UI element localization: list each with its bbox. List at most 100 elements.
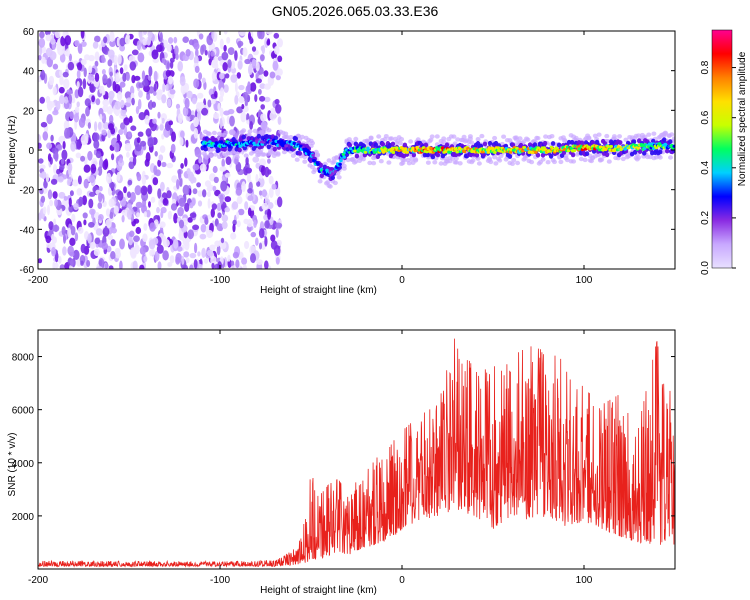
halo-cell [470,158,476,163]
noise-cell [62,71,69,78]
noise-cell [257,31,263,39]
noise-cell [179,137,184,146]
noise-cell [147,184,152,194]
noise-cell [76,101,80,108]
halo-cell [501,134,507,139]
noise-cell [264,83,271,90]
noise-cell [221,241,227,250]
halo-cell [432,160,438,165]
noise-cell [240,111,247,123]
spectrogram-x-axis-label: Height of straight line (km) [260,285,377,296]
noise-cell [142,233,148,242]
ridge-cell [353,149,357,153]
noise-cell [51,246,56,257]
noise-cell [197,251,201,257]
noise-cell [110,239,116,247]
colorbar-gradient [711,29,733,269]
noise-cell [182,184,190,196]
noise-cell [154,151,158,157]
halo-cell [408,139,414,144]
halo-cell [545,160,551,165]
noise-cell [161,117,165,124]
halo-cell [657,155,663,160]
noise-cell [264,166,270,178]
ridge-cell [280,139,284,144]
halo-cell [617,134,622,139]
noise-cell [46,142,53,150]
noise-cell [242,91,249,99]
noise-cell [184,157,188,167]
noise-cell [152,177,159,186]
noise-cell [58,255,62,264]
halo-cell [488,159,494,165]
halo-cell [204,155,210,160]
noise-cell [159,124,164,131]
noise-cell [210,208,215,218]
noise-cell [224,207,230,213]
noise-cell [210,51,215,57]
noise-cell [83,164,91,173]
noise-cell [88,73,94,81]
noise-cell [251,58,257,69]
noise-cell [226,36,231,44]
noise-cell [234,50,238,61]
noise-cell [134,75,141,81]
snr-frame [37,329,676,570]
noise-cell [161,133,165,140]
noise-cell [245,156,249,166]
x-tick-label: 0 [399,575,405,586]
noise-cell [84,98,91,107]
noise-cell [249,82,257,92]
noise-cell [38,37,46,48]
noise-cell [178,197,186,207]
noise-cell [117,190,124,201]
noise-cell [242,264,247,269]
noise-cell [275,257,280,265]
noise-cell [59,69,63,77]
band-cell [272,146,277,152]
noise-cell [221,214,229,222]
noise-cell [143,223,148,231]
colorbar-tick-label: 0.6 [700,110,711,124]
noise-cell [168,37,174,44]
noise-cell [230,74,238,83]
band-cell [203,146,208,152]
halo-cell [266,128,272,133]
noise-cell [47,189,53,200]
noise-cell [106,78,112,88]
noise-cell [267,208,272,220]
band-cell [662,137,667,143]
noise-cell [64,96,69,104]
noise-cell [139,246,146,255]
halo-cell [331,159,337,164]
noise-cell [206,34,214,46]
halo-cell [582,157,588,163]
noise-cell [120,122,125,130]
noise-cell [76,140,82,150]
noise-cell [201,107,209,116]
noise-cell [153,70,158,82]
noise-cell [61,226,66,236]
band-cell [474,152,480,158]
noise-cell [183,251,190,258]
noise-cell [230,232,237,240]
ridge-cell [455,150,460,154]
noise-cell [57,45,64,56]
noise-cell [129,61,137,71]
halo-cell [438,161,444,166]
noise-cell [76,81,80,89]
band-cell [354,153,360,159]
noise-cell [92,41,99,49]
halo-cell [578,156,584,162]
noise-cell [119,44,125,52]
halo-cell [241,128,247,133]
noise-cell [49,199,54,207]
noise-cell [194,149,202,158]
y-tick-label: 2000 [12,512,35,523]
noise-cell [87,122,91,129]
noise-cell [109,40,116,47]
noise-cell [246,219,253,228]
noise-cell [194,65,200,73]
noise-cell [128,55,136,63]
noise-cell [227,59,232,69]
